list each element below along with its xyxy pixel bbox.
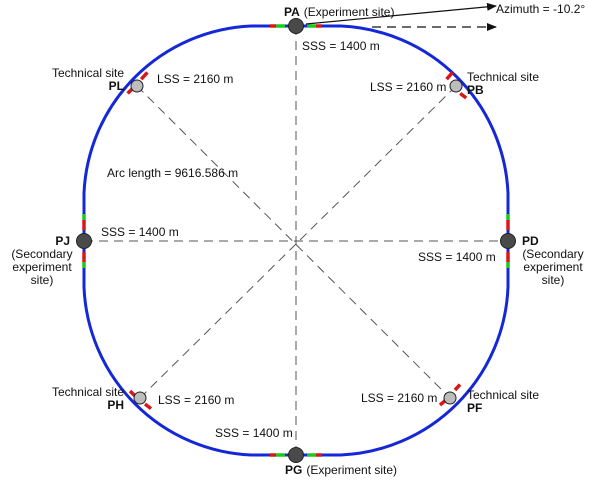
point-pd[interactable] bbox=[500, 233, 516, 249]
pj-desc-line-2: experiment bbox=[12, 260, 72, 274]
pb-name: PB bbox=[467, 83, 484, 97]
azimuth-label: Azimuth = -10.2° bbox=[496, 2, 585, 16]
azimuth-arrow bbox=[305, 2, 497, 25]
point-pl[interactable] bbox=[130, 79, 144, 93]
point-ph[interactable] bbox=[133, 391, 147, 405]
sss-label-right: SSS = 1400 m bbox=[418, 250, 496, 264]
ph-note: Technical site bbox=[52, 385, 124, 399]
ph-name: PH bbox=[107, 398, 124, 412]
sss-label-left: SSS = 1400 m bbox=[101, 225, 179, 239]
guide-line-pb-ph bbox=[139, 85, 457, 399]
sss-label-bottom: SSS = 1400 m bbox=[215, 426, 293, 440]
pl-note: Technical site bbox=[52, 66, 124, 80]
sss-label-top: SSS = 1400 m bbox=[302, 39, 380, 53]
lss-label-ph: LSS = 2160 m bbox=[158, 393, 234, 407]
arc-length-label: Arc length = 9616.586 m bbox=[107, 166, 238, 180]
pg-label: PG (Experiment site) bbox=[285, 463, 397, 477]
pb-note: Technical site bbox=[467, 70, 539, 84]
pd-name: PD bbox=[522, 234, 539, 248]
guide-lines bbox=[84, 26, 508, 455]
pa-name: PA bbox=[284, 5, 300, 19]
pg-name: PG bbox=[285, 463, 302, 477]
pd-desc-line-1: (Secondary bbox=[522, 247, 583, 261]
point-pb[interactable] bbox=[449, 79, 463, 93]
pd-desc-line-3: site) bbox=[542, 273, 565, 287]
pl-name: PL bbox=[109, 79, 124, 93]
pd-desc-line-2: experiment bbox=[523, 260, 583, 274]
guide-line-pl-pf bbox=[136, 85, 451, 399]
point-pf[interactable] bbox=[443, 391, 457, 405]
lss-label-pb: LSS = 2160 m bbox=[370, 80, 446, 94]
point-pg[interactable] bbox=[288, 447, 304, 463]
pj-desc-line-1: (Secondary bbox=[11, 247, 72, 261]
lss-label-pl: LSS = 2160 m bbox=[157, 72, 233, 86]
pf-name: PF bbox=[467, 401, 482, 415]
pa-label: PA (Experiment site) bbox=[284, 5, 394, 19]
point-pa[interactable] bbox=[288, 18, 304, 34]
point-pj[interactable] bbox=[76, 233, 92, 249]
straight-section-markers bbox=[82, 24, 510, 457]
pf-note: Technical site bbox=[467, 388, 539, 402]
pj-desc-line-3: site) bbox=[31, 273, 54, 287]
pa-desc: (Experiment site) bbox=[304, 5, 395, 19]
pg-desc: (Experiment site) bbox=[306, 463, 397, 477]
pj-name: PJ bbox=[55, 234, 70, 248]
site-points bbox=[76, 18, 516, 463]
lss-label-pf: LSS = 2160 m bbox=[361, 391, 437, 405]
